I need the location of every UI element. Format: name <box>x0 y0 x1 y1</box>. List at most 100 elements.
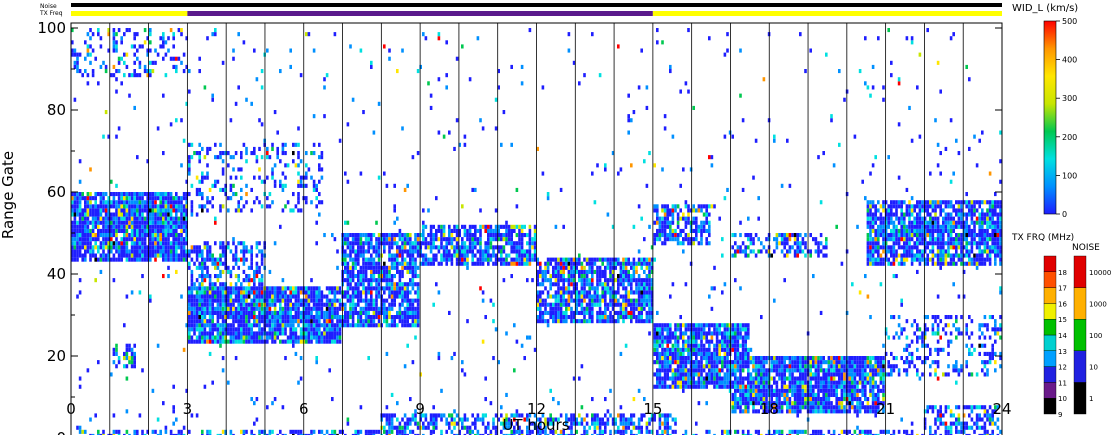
echo-cell <box>448 253 451 258</box>
echo-cell <box>588 265 591 270</box>
echo-cell <box>84 200 87 205</box>
echo-cell <box>328 368 331 373</box>
echo-cell <box>203 319 207 324</box>
echo-cell <box>310 278 313 283</box>
echo-cell <box>588 294 591 299</box>
echo-cell <box>281 433 285 435</box>
echo-cell <box>221 269 225 274</box>
echo-cell <box>388 253 391 258</box>
echo-cell <box>143 28 147 33</box>
echo-cell <box>99 433 103 435</box>
echo-cell <box>481 253 485 258</box>
echo-cell <box>312 306 316 311</box>
echo-cell <box>650 286 654 291</box>
echo-cell <box>609 290 612 295</box>
echo-cell <box>666 216 669 221</box>
echo-cell <box>481 261 485 266</box>
echo-cell <box>104 241 108 246</box>
echo-cell <box>409 278 412 283</box>
echo-cell <box>635 306 638 311</box>
echo-cell <box>390 306 394 311</box>
echo-cell <box>507 228 511 233</box>
echo-cell <box>544 265 547 270</box>
echo-cell <box>377 282 381 287</box>
echo-cell <box>455 253 459 258</box>
echo-cell <box>377 237 381 242</box>
echo-cell <box>318 163 321 168</box>
echo-cell <box>219 257 222 262</box>
echo-cell <box>276 298 279 303</box>
echo-cell <box>172 249 175 254</box>
echo-cell <box>253 421 256 426</box>
echo-cell <box>245 159 248 164</box>
echo-cell <box>182 347 186 352</box>
echo-cell <box>78 220 82 225</box>
echo-cell <box>674 343 677 348</box>
echo-cell <box>448 310 451 315</box>
echo-cell <box>214 142 217 147</box>
echo-cell <box>375 306 378 311</box>
echo-cell <box>138 253 142 258</box>
echo-cell <box>422 233 425 238</box>
echo-cell <box>609 257 612 262</box>
echo-cell <box>554 290 558 295</box>
echo-cell <box>133 364 136 369</box>
echo-cell <box>149 257 152 262</box>
echo-cell <box>289 315 292 320</box>
echo-cell <box>141 204 144 209</box>
echo-cell <box>294 315 298 320</box>
echo-cell <box>190 315 194 320</box>
echo-cell <box>323 310 326 315</box>
echo-cell <box>229 118 233 123</box>
echo-cell <box>643 159 646 164</box>
echo-cell <box>338 315 342 320</box>
echo-cell <box>632 397 636 402</box>
echo-cell <box>411 302 415 307</box>
echo-cell <box>658 421 662 426</box>
echo-cell <box>208 429 212 434</box>
echo-cell <box>315 356 318 361</box>
echo-cell <box>357 261 360 266</box>
echo-cell <box>115 228 118 233</box>
echo-cell <box>611 274 615 279</box>
echo-cell <box>216 298 220 303</box>
echo-cell <box>281 323 285 328</box>
echo-cell <box>229 306 233 311</box>
echo-cell <box>201 282 204 287</box>
echo-cell <box>606 306 610 311</box>
echo-cell <box>125 228 129 233</box>
echo-cell <box>242 331 246 336</box>
echo-cell <box>221 298 225 303</box>
echo-cell <box>552 433 555 435</box>
echo-cell <box>180 224 183 229</box>
echo-cell <box>557 261 560 266</box>
echo-cell <box>266 335 269 340</box>
echo-cell <box>123 32 126 37</box>
echo-cell <box>388 433 391 435</box>
echo-cell <box>188 159 191 164</box>
echo-cell <box>658 433 662 435</box>
echo-cell <box>354 310 357 315</box>
echo-cell <box>268 294 272 299</box>
echo-cell <box>679 233 682 238</box>
echo-cell <box>182 208 186 213</box>
echo-cell <box>260 294 264 299</box>
echo-cell <box>128 208 131 213</box>
echo-cell <box>177 433 181 435</box>
echo-cell <box>411 315 415 320</box>
echo-cell <box>409 429 412 434</box>
echo-cell <box>583 269 586 274</box>
echo-cell <box>479 261 482 266</box>
echo-cell <box>643 306 646 311</box>
echo-cell <box>643 413 646 418</box>
echo-cell <box>658 233 662 238</box>
echo-cell <box>310 310 313 315</box>
echo-cell <box>567 417 571 422</box>
echo-cell <box>554 302 558 307</box>
echo-cell <box>151 212 155 217</box>
echo-cell <box>697 384 701 389</box>
echo-cell <box>344 253 347 258</box>
echo-cell <box>273 298 277 303</box>
echo-cell <box>273 323 277 328</box>
echo-cell <box>136 433 139 435</box>
